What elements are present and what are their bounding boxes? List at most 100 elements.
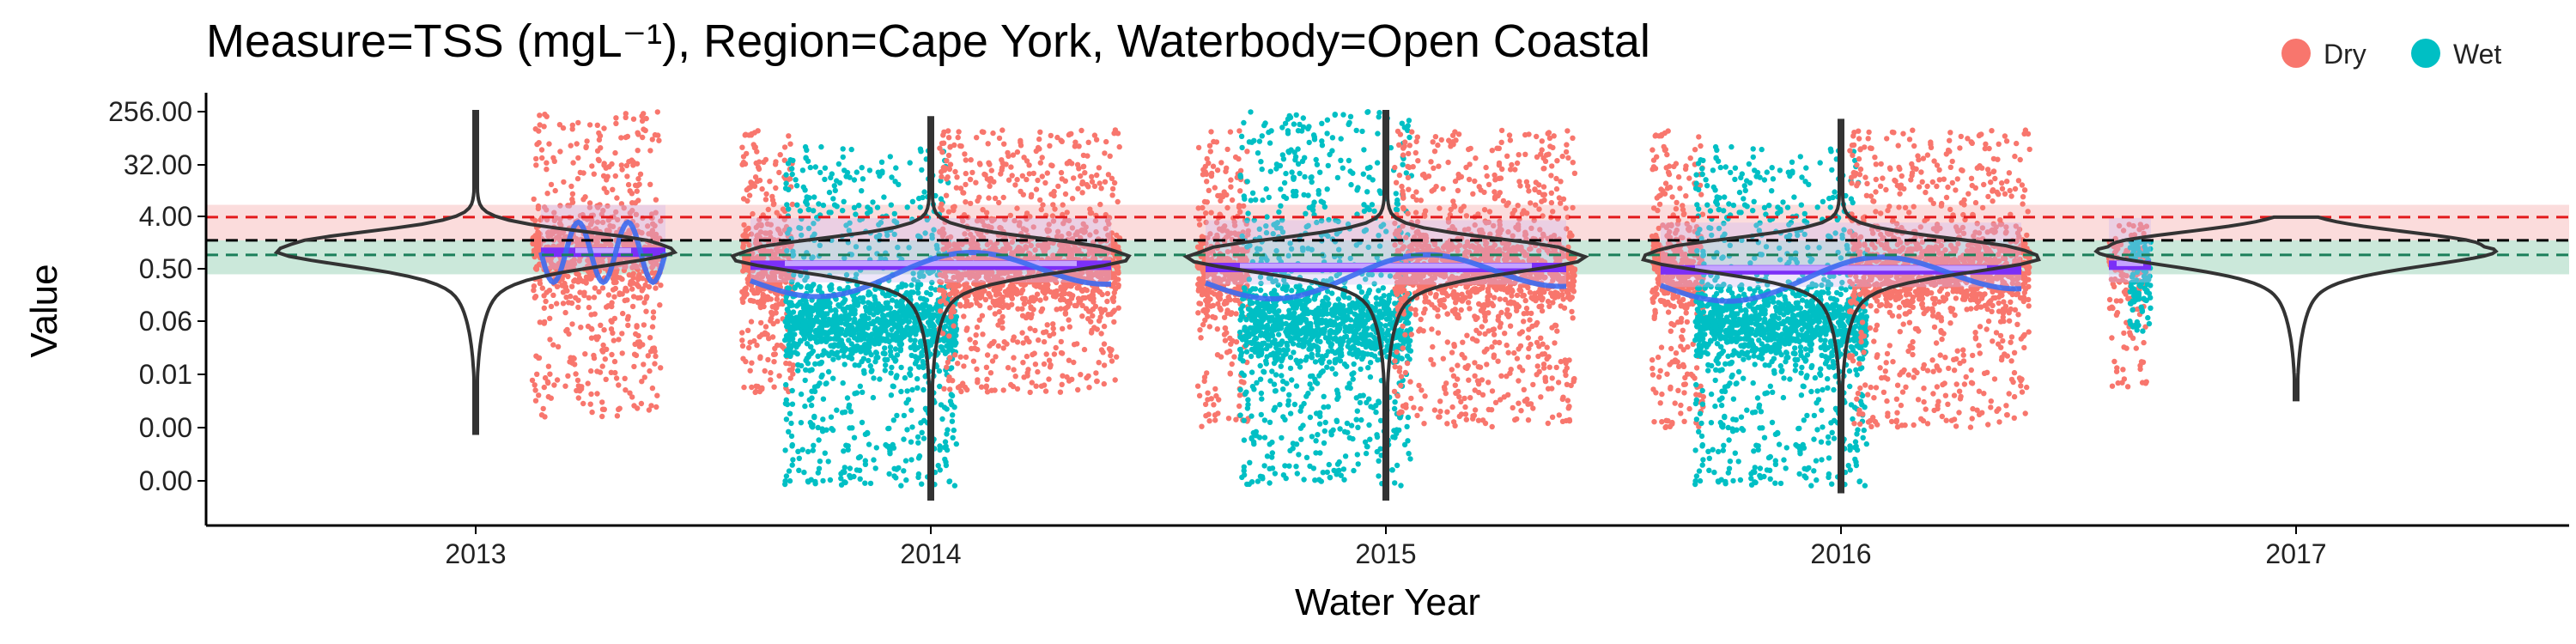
wet-point xyxy=(1359,128,1365,135)
dry-point xyxy=(601,125,607,131)
dry-point xyxy=(658,283,664,289)
dry-point xyxy=(951,308,957,315)
dry-point xyxy=(582,351,588,357)
dry-point xyxy=(1204,179,1210,185)
wet-point xyxy=(846,404,852,410)
wet-point xyxy=(804,304,811,311)
wet-point xyxy=(798,283,804,290)
dry-point xyxy=(533,155,539,162)
dry-point xyxy=(602,356,608,362)
dry-point xyxy=(1203,210,1209,216)
dry-point xyxy=(620,310,626,317)
dry-point xyxy=(646,407,653,413)
wet-point xyxy=(871,312,877,318)
wet-point xyxy=(1261,463,1267,469)
dry-point xyxy=(1201,198,1208,205)
dry-point xyxy=(1096,165,1103,171)
dry-point xyxy=(1012,374,1018,380)
dry-point xyxy=(624,297,630,303)
dry-point xyxy=(1214,326,1221,332)
dry-point xyxy=(586,304,592,311)
dry-point xyxy=(751,144,758,151)
dry-point xyxy=(613,270,619,276)
wet-point xyxy=(789,171,795,178)
dry-point xyxy=(1196,286,1202,292)
dry-point xyxy=(762,197,769,203)
wet-point xyxy=(919,429,925,435)
wet-point xyxy=(796,455,802,461)
wet-point xyxy=(857,476,863,482)
wet-point xyxy=(1324,131,1330,137)
wet-point xyxy=(788,349,795,355)
wet-point xyxy=(1267,480,1273,486)
legend: Dry Wet xyxy=(2281,39,2501,70)
wet-point xyxy=(949,392,956,399)
dry-point xyxy=(750,298,756,304)
dry-point xyxy=(1040,289,1046,295)
dry-point xyxy=(622,375,628,381)
dry-point xyxy=(609,351,615,358)
dry-point xyxy=(617,405,623,411)
dry-point xyxy=(586,295,592,301)
dry-point xyxy=(1042,295,1049,301)
wet-point xyxy=(847,472,853,479)
dry-point xyxy=(1019,295,1026,301)
dry-point xyxy=(1109,347,1115,353)
dry-point xyxy=(1223,168,1229,174)
dry-point xyxy=(538,412,545,418)
dry-point xyxy=(961,190,967,196)
dry-point xyxy=(565,373,571,379)
dry-point xyxy=(651,345,658,351)
dry-point xyxy=(1018,143,1024,149)
dry-point xyxy=(955,361,961,367)
dry-point xyxy=(634,323,640,329)
dry-point xyxy=(1005,177,1012,183)
wet-point xyxy=(908,330,914,336)
dry-point xyxy=(987,294,993,300)
dry-point xyxy=(625,322,631,329)
dry-point xyxy=(1029,380,1036,386)
dry-point xyxy=(623,134,629,141)
dry-point xyxy=(1039,173,1046,179)
dry-point xyxy=(1237,188,1243,194)
dry-point xyxy=(969,345,975,352)
dry-point xyxy=(937,299,944,305)
dry-point xyxy=(749,384,755,391)
dry-point xyxy=(1014,205,1020,211)
dry-point xyxy=(762,368,768,374)
dry-point xyxy=(1050,293,1057,300)
wet-point xyxy=(1376,288,1382,294)
wet-point xyxy=(797,208,804,214)
wet-point xyxy=(871,375,877,381)
dry-point xyxy=(635,282,641,289)
wet-point xyxy=(928,285,934,291)
dry-point xyxy=(533,353,539,359)
dry-point xyxy=(1075,386,1081,393)
dry-point xyxy=(999,313,1005,320)
wet-point xyxy=(920,435,927,441)
wet-point xyxy=(909,386,915,393)
dry-point xyxy=(639,118,646,125)
dry-point xyxy=(596,157,602,164)
dry-point xyxy=(1079,302,1085,308)
wet-point xyxy=(791,319,797,325)
wet-point xyxy=(1294,471,1301,477)
wet-point xyxy=(816,201,822,207)
wet-point xyxy=(1340,165,1346,171)
dry-point xyxy=(786,133,792,139)
wet-point xyxy=(818,143,824,150)
dry-point xyxy=(1071,342,1078,348)
dry-point xyxy=(1033,383,1039,389)
dry-point xyxy=(635,148,641,154)
dry-point xyxy=(1236,392,1243,398)
wet-point xyxy=(889,297,896,303)
dry-point xyxy=(740,154,747,160)
dry-point xyxy=(636,271,642,277)
wet-point xyxy=(817,169,823,176)
dry-point xyxy=(1035,177,1041,184)
wet-point xyxy=(903,400,909,406)
dry-point xyxy=(610,276,617,282)
wet-point xyxy=(880,317,887,323)
wet-point xyxy=(860,176,866,182)
dry-point xyxy=(765,296,771,302)
